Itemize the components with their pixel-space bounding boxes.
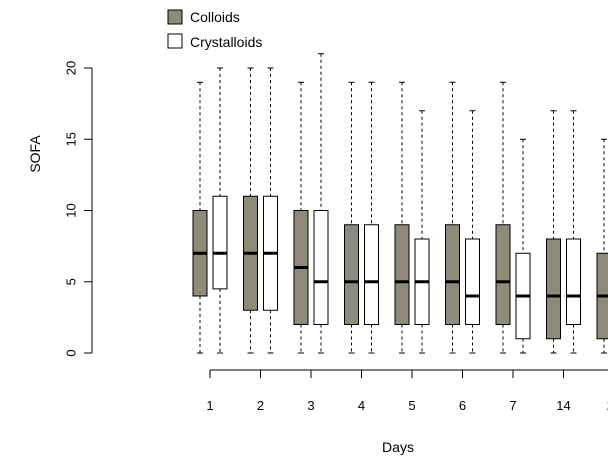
x-tick-label: 5 — [408, 398, 415, 413]
iqr-box — [566, 238, 581, 325]
y-tick-label: 5 — [63, 278, 78, 285]
iqr-box — [495, 224, 511, 325]
iqr-box — [465, 238, 480, 325]
box-groups — [192, 53, 608, 354]
box-colloids-1 — [192, 81, 208, 354]
box-colloids-5 — [394, 81, 410, 354]
box-crystalloids-4 — [364, 81, 379, 354]
box-crystalloids-2 — [263, 67, 278, 354]
y-axis-title: SOFA — [27, 135, 43, 173]
box-colloids-3 — [293, 81, 309, 354]
x-axis-title: Days — [382, 439, 414, 455]
x-tick-label: 6 — [459, 398, 466, 413]
x-tick-label: 14 — [556, 398, 570, 413]
iqr-box — [394, 224, 410, 325]
y-axis: 0 5 10 15 20 — [63, 61, 93, 357]
legend-swatch-colloids — [167, 9, 183, 25]
box-crystalloids-7 — [515, 138, 531, 354]
iqr-box — [364, 224, 379, 325]
y-tick-label: 0 — [63, 349, 78, 356]
legend-label-colloids: Colloids — [190, 9, 240, 25]
box-colloids-14 — [546, 110, 561, 354]
iqr-box — [445, 224, 460, 325]
x-tick-label: 1 — [206, 398, 213, 413]
box-colloids-7 — [495, 81, 511, 354]
x-axis: 1 2 3 4 5 6 7 14 28 — [206, 369, 608, 413]
box-crystalloids-6 — [465, 110, 480, 354]
iqr-box — [546, 238, 561, 340]
iqr-box — [344, 224, 359, 325]
legend-swatch-crystalloids — [167, 33, 183, 49]
x-tick-label: 3 — [307, 398, 314, 413]
box-crystalloids-5 — [414, 110, 430, 354]
box-colloids-2 — [243, 67, 258, 354]
box-colloids-4 — [344, 81, 359, 354]
box-crystalloids-1 — [212, 67, 228, 354]
iqr-box — [313, 210, 329, 325]
box-colloids-6 — [445, 81, 460, 354]
y-tick-label: 20 — [63, 61, 78, 75]
box-crystalloids-14 — [566, 110, 581, 354]
x-tick-label: 7 — [509, 398, 516, 413]
box-crystalloids-3 — [313, 53, 329, 354]
y-tick-label: 15 — [63, 132, 78, 146]
x-tick-label: 2 — [257, 398, 264, 413]
x-tick-label: 4 — [358, 398, 365, 413]
y-tick-label: 10 — [63, 203, 78, 217]
legend: Colloids Crystalloids — [167, 9, 262, 50]
x-tick-label: 28 — [607, 398, 608, 413]
legend-label-crystalloids: Crystalloids — [190, 34, 262, 50]
box-colloids-28 — [596, 138, 608, 354]
iqr-box — [212, 195, 228, 290]
